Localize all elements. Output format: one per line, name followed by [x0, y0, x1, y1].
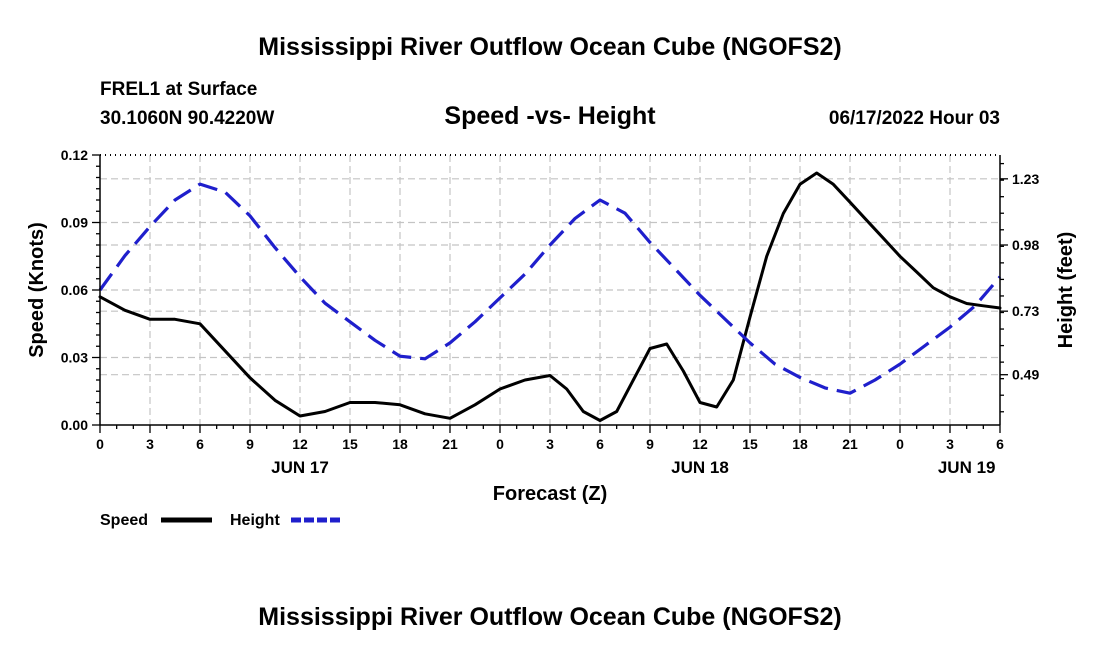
y-tick-label: 0.06 — [61, 282, 88, 298]
x-tick-label: 15 — [742, 436, 758, 452]
series-layer — [98, 171, 1002, 422]
y-axis-label: Speed (Knots) — [26, 222, 48, 358]
y2-tick-label: 0.49 — [1012, 367, 1039, 383]
axes: 0 3 6 9 12 15 18 21 0 3 6 9 12 15 18 21 0 3 6 JUN 17 JUN 18 J… — [61, 147, 1040, 477]
x-tick-label: 9 — [646, 436, 654, 452]
x-tick-label: 3 — [146, 436, 154, 452]
x-tick-label: 21 — [442, 436, 458, 452]
y2-axis-label: Height (feet) — [1055, 232, 1077, 349]
x-tick-label: 18 — [792, 436, 808, 452]
series-height-line — [98, 182, 1002, 395]
x-tick-label: 21 — [842, 436, 858, 452]
x-tick-label: 6 — [996, 436, 1004, 452]
y2-tick-label: 0.98 — [1012, 237, 1039, 253]
x-tick-label: 18 — [392, 436, 408, 452]
x-tick-label: 9 — [246, 436, 254, 452]
x-tick-label: 6 — [596, 436, 604, 452]
x-date-label: JUN 18 — [671, 458, 729, 477]
x-tick-label: 12 — [292, 436, 308, 452]
x-tick-label: 0 — [496, 436, 504, 452]
series-speed-line — [98, 171, 1002, 422]
y2-tick-label: 1.23 — [1012, 171, 1039, 187]
legend-speed-label: Speed — [100, 512, 148, 529]
x-tick-label: 6 — [196, 436, 204, 452]
second-chart-title: Mississippi River Outflow Ocean Cube (NG… — [258, 603, 841, 631]
x-tick-label: 3 — [946, 436, 954, 452]
legend: Speed Height — [100, 512, 342, 529]
forecast-datetime: 06/17/2022 Hour 03 — [829, 108, 1000, 129]
station-label: FREL1 at Surface — [100, 79, 257, 100]
x-axis-label: Forecast (Z) — [493, 483, 607, 505]
grid — [100, 155, 1000, 425]
y-tick-label: 0.03 — [61, 350, 88, 366]
chart-title: Mississippi River Outflow Ocean Cube (NG… — [258, 33, 841, 61]
x-tick-label: 0 — [96, 436, 104, 452]
legend-height-label: Height — [230, 512, 280, 529]
x-tick-label: 12 — [692, 436, 708, 452]
y-tick-label: 0.00 — [61, 417, 88, 433]
x-tick-label: 15 — [342, 436, 358, 452]
chart-subtitle: Speed -vs- Height — [444, 102, 656, 130]
y-tick-label: 0.09 — [61, 215, 88, 231]
y2-tick-label: 0.73 — [1012, 303, 1039, 319]
x-date-label: JUN 17 — [271, 458, 329, 477]
x-date-label: JUN 19 — [938, 458, 996, 477]
x-tick-label: 3 — [546, 436, 554, 452]
y-tick-label: 0.12 — [61, 147, 88, 163]
x-tick-label: 0 — [896, 436, 904, 452]
station-coordinates: 30.1060N 90.4220W — [100, 108, 274, 129]
